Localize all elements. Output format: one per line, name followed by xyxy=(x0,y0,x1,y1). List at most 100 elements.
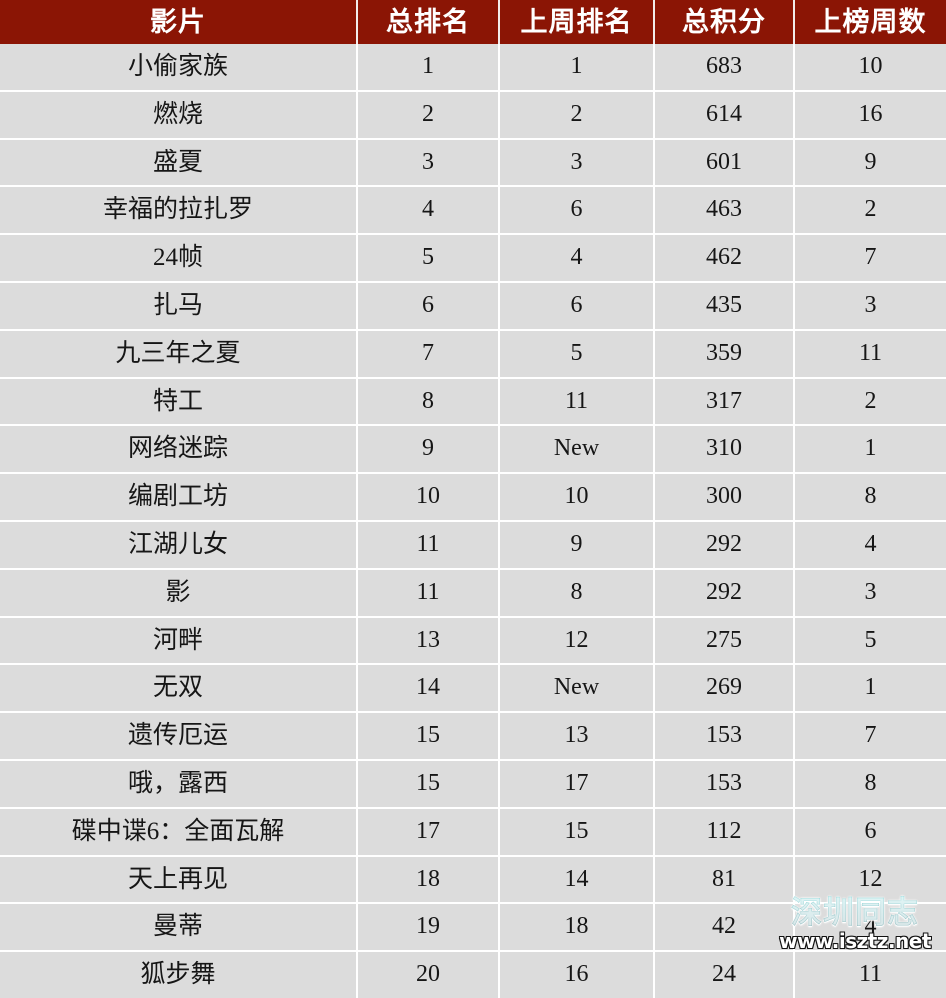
cell-weeks-on-chart: 5 xyxy=(794,616,946,666)
cell-film-title: 哦，露西 xyxy=(0,759,358,809)
cell-last-week-rank: 6 xyxy=(499,186,655,236)
table-row: 影 11 8 292 3 xyxy=(0,568,946,618)
cell-weeks-on-chart: 11 xyxy=(858,961,883,988)
cell-weeks-on-chart: 2 xyxy=(794,377,946,427)
cell-weeks-on-chart: 11 xyxy=(794,329,946,379)
cell-film-title: 影 xyxy=(0,568,358,618)
cell-weeks-on-chart: 6 xyxy=(794,807,946,857)
table-row: 江湖儿女 11 9 292 4 xyxy=(0,520,946,570)
cell-overall-rank: 4 xyxy=(357,186,500,236)
cell-last-week-rank: 11 xyxy=(499,377,655,427)
cell-overall-rank: 6 xyxy=(357,281,500,331)
cell-total-score: 24 xyxy=(654,951,795,998)
cell-overall-rank: 13 xyxy=(357,616,500,666)
cell-overall-rank: 1 xyxy=(357,44,500,92)
cell-total-score: 614 xyxy=(654,90,795,140)
cell-last-week-rank: 1 xyxy=(499,44,655,92)
cell-total-score: 275 xyxy=(654,616,795,666)
cell-weeks-on-chart: 2 xyxy=(794,186,946,236)
cell-film-title: 扎马 xyxy=(0,281,358,331)
cell-weeks-on-chart: 7 xyxy=(794,234,946,283)
cell-film-title: 碟中谍6：全面瓦解 xyxy=(0,807,358,857)
table-row: 盛夏 3 3 601 9 xyxy=(0,138,946,188)
cell-last-week-rank: 17 xyxy=(499,759,655,809)
cell-overall-rank: 10 xyxy=(357,473,500,522)
cell-film-title: 24帧 xyxy=(0,234,358,283)
table-row: 碟中谍6：全面瓦解 17 15 112 6 xyxy=(0,807,946,857)
table-row: 曼蒂 19 18 42 4 xyxy=(0,903,946,953)
cell-weeks-on-chart: 16 xyxy=(794,90,946,140)
table-row: 小偷家族 1 1 683 10 xyxy=(0,44,946,92)
cell-total-score: 153 xyxy=(654,759,795,809)
cell-overall-rank: 19 xyxy=(357,903,500,953)
column-header-weeks-on-chart: 上榜周数 xyxy=(814,7,927,37)
cell-total-score: 310 xyxy=(654,425,795,475)
table-row: 河畔 13 12 275 5 xyxy=(0,616,946,666)
cell-overall-rank: 2 xyxy=(357,90,500,140)
cell-film-title: 九三年之夏 xyxy=(0,329,358,379)
cell-weeks-on-chart: 4 xyxy=(794,520,946,570)
cell-total-score: 317 xyxy=(654,377,795,427)
table-row: 24帧 5 4 462 7 xyxy=(0,234,946,283)
cell-weeks-on-chart: 9 xyxy=(794,138,946,188)
table-row: 九三年之夏 7 5 359 11 xyxy=(0,329,946,379)
cell-overall-rank: 17 xyxy=(357,807,500,857)
cell-overall-rank: 9 xyxy=(357,425,500,475)
cell-total-score: 435 xyxy=(654,281,795,331)
table-row: 燃烧 2 2 614 16 xyxy=(0,90,946,140)
cell-last-week-rank: 10 xyxy=(499,473,655,522)
cell-weeks-on-chart: 1 xyxy=(794,425,946,475)
cell-overall-rank: 14 xyxy=(357,664,500,714)
cell-weeks-on-chart: 1 xyxy=(794,664,946,714)
cell-total-score: 42 xyxy=(654,903,795,953)
table-row: 狐步舞 20 16 24 11 xyxy=(0,951,946,998)
cell-overall-rank: 11 xyxy=(357,520,500,570)
cell-last-week-rank: 8 xyxy=(499,568,655,618)
cell-weeks-on-chart: 8 xyxy=(794,473,946,522)
table-row: 幸福的拉扎罗 4 6 463 2 xyxy=(0,186,946,236)
cell-film-title: 幸福的拉扎罗 xyxy=(0,186,358,236)
cell-last-week-rank: 9 xyxy=(499,520,655,570)
cell-total-score: 601 xyxy=(654,138,795,188)
cell-overall-rank: 15 xyxy=(357,759,500,809)
column-header-overall-rank: 总排名 xyxy=(357,0,500,44)
cell-total-score: 292 xyxy=(654,520,795,570)
cell-overall-rank: 11 xyxy=(357,568,500,618)
cell-last-week-rank: 13 xyxy=(499,712,655,761)
cell-last-week-rank: 6 xyxy=(499,281,655,331)
cell-film-title: 无双 xyxy=(0,664,358,714)
table-body: 小偷家族 1 1 683 10 燃烧 2 2 614 16 盛夏 3 3 601 9 幸福的拉扎罗 4 6 463 2… xyxy=(0,44,946,998)
cell-last-week-rank: 16 xyxy=(499,951,655,998)
cell-weeks-on-chart: 10 xyxy=(794,44,946,92)
cell-total-score: 81 xyxy=(654,855,795,905)
cell-total-score: 359 xyxy=(654,329,795,379)
cell-last-week-rank: 12 xyxy=(499,616,655,666)
cell-film-title: 河畔 xyxy=(0,616,358,666)
cell-last-week-rank: 18 xyxy=(499,903,655,953)
cell-last-week-rank: 14 xyxy=(499,855,655,905)
table-header: 影片 总排名 上周排名 总积分 上榜周数 xyxy=(0,0,946,44)
cell-weeks-on-chart: 7 xyxy=(794,712,946,761)
cell-last-week-rank: New xyxy=(499,664,655,714)
cell-total-score: 292 xyxy=(654,568,795,618)
cell-overall-rank: 5 xyxy=(357,234,500,283)
cell-total-score: 112 xyxy=(654,807,795,857)
cell-overall-rank: 3 xyxy=(357,138,500,188)
cell-weeks-on-chart: 3 xyxy=(794,281,946,331)
table-row: 扎马 6 6 435 3 xyxy=(0,281,946,331)
cell-film-title: 盛夏 xyxy=(0,138,358,188)
cell-last-week-rank: 5 xyxy=(499,329,655,379)
table-row: 编剧工坊 10 10 300 8 xyxy=(0,473,946,522)
cell-film-title: 编剧工坊 xyxy=(0,473,358,522)
cell-last-week-rank: New xyxy=(499,425,655,475)
cell-weeks-on-chart: 4 xyxy=(794,903,946,953)
cell-film-title: 遗传厄运 xyxy=(0,712,358,761)
column-header-last-week-rank: 上周排名 xyxy=(499,0,655,44)
column-header-total-score: 总积分 xyxy=(654,0,795,44)
cell-total-score: 300 xyxy=(654,473,795,522)
cell-film-title: 特工 xyxy=(0,377,358,427)
cell-film-title: 网络迷踪 xyxy=(0,425,358,475)
cell-last-week-rank: 15 xyxy=(499,807,655,857)
cell-film-title: 曼蒂 xyxy=(0,903,358,953)
